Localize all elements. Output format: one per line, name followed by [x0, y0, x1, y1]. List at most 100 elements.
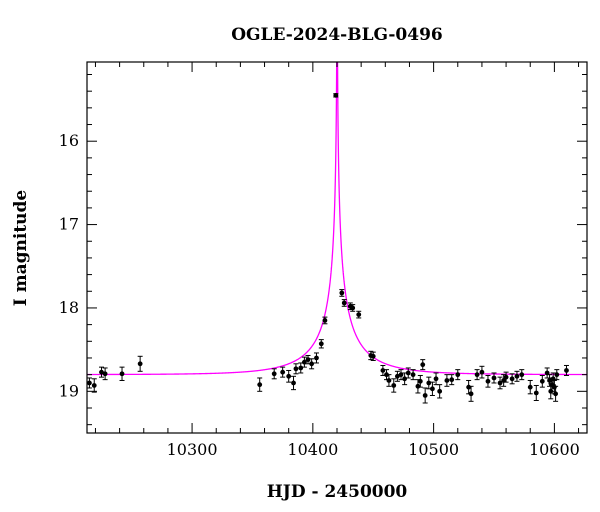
data-point: [544, 367, 550, 379]
point-marker: [87, 380, 92, 386]
x-tick-label: 10600: [529, 440, 580, 459]
data-points-layer: [86, 92, 569, 404]
data-point: [370, 351, 376, 361]
point-marker: [350, 305, 356, 311]
data-point: [86, 377, 92, 389]
point-marker: [474, 372, 480, 378]
point-marker: [391, 383, 397, 388]
y-tick-label: 18: [59, 298, 79, 317]
x-tick-label: 10400: [287, 440, 338, 459]
point-marker: [314, 355, 319, 361]
data-point: [98, 366, 104, 378]
point-marker: [271, 371, 277, 377]
data-point: [444, 374, 450, 387]
y-tick-label: 17: [59, 215, 79, 234]
data-point: [350, 304, 356, 312]
point-marker: [503, 374, 509, 380]
data-point: [286, 369, 292, 383]
data-point: [514, 370, 520, 382]
data-point: [405, 367, 411, 379]
point-marker: [380, 368, 386, 373]
data-point: [554, 369, 560, 381]
data-point: [356, 310, 362, 319]
data-point: [519, 369, 525, 381]
data-point: [539, 374, 545, 388]
data-point: [437, 384, 443, 399]
point-marker: [430, 386, 435, 392]
point-marker: [322, 318, 328, 323]
point-marker: [333, 92, 339, 98]
point-marker: [417, 378, 423, 384]
data-point: [298, 362, 304, 374]
point-marker: [410, 372, 416, 378]
point-marker: [298, 365, 304, 371]
data-point: [313, 352, 319, 364]
data-point: [322, 316, 328, 325]
data-point: [119, 366, 125, 381]
point-marker: [137, 361, 143, 367]
point-marker: [553, 391, 558, 397]
data-point: [420, 359, 426, 371]
point-marker: [547, 378, 552, 383]
chart-title: OGLE-2024-BLG-0496: [231, 25, 443, 45]
data-point: [339, 289, 345, 297]
point-marker: [466, 384, 472, 390]
point-marker: [318, 341, 324, 347]
data-point: [394, 370, 400, 382]
data-point: [410, 369, 416, 381]
data-point: [533, 384, 539, 401]
y-axis-label: I magnitude: [11, 190, 31, 307]
point-marker: [420, 362, 426, 368]
point-marker: [405, 370, 411, 376]
y-tick-label: 16: [59, 131, 79, 150]
point-marker: [485, 378, 491, 384]
point-marker: [519, 372, 525, 378]
data-point: [333, 92, 339, 98]
point-marker: [394, 373, 400, 379]
point-marker: [514, 373, 520, 379]
data-point: [553, 385, 559, 402]
point-marker: [426, 380, 432, 386]
point-marker: [539, 378, 545, 384]
model-curve-layer: [87, 62, 587, 376]
point-marker: [356, 312, 362, 318]
point-marker: [91, 383, 97, 388]
point-marker: [449, 377, 455, 383]
point-marker: [99, 369, 104, 375]
data-point: [417, 374, 423, 388]
data-point: [449, 374, 455, 386]
point-marker: [509, 376, 515, 382]
data-point: [503, 371, 509, 383]
data-point: [91, 378, 97, 393]
model-curve: [87, 62, 587, 376]
x-tick-label: 10300: [167, 440, 218, 459]
data-point: [491, 372, 497, 384]
point-marker: [422, 393, 428, 398]
data-point: [497, 376, 503, 390]
data-point: [102, 367, 108, 381]
point-marker: [479, 369, 485, 375]
data-point: [455, 369, 461, 381]
data-point: [547, 374, 553, 387]
point-marker: [554, 372, 560, 378]
point-marker: [119, 371, 125, 377]
point-marker: [386, 378, 392, 383]
point-marker: [468, 391, 474, 397]
point-marker: [415, 383, 421, 389]
point-marker: [280, 369, 286, 375]
data-point: [429, 381, 435, 396]
data-point: [422, 387, 428, 404]
point-marker: [305, 357, 311, 363]
point-marker: [533, 390, 539, 396]
y-tick-label: 19: [59, 381, 79, 400]
data-point: [309, 358, 315, 370]
data-point: [280, 366, 286, 378]
point-marker: [444, 378, 450, 383]
data-point: [426, 376, 432, 390]
point-marker: [437, 388, 443, 394]
data-point: [479, 365, 485, 379]
x-axis-label: HJD - 2450000: [267, 482, 408, 502]
data-point: [386, 374, 392, 387]
point-marker: [564, 368, 569, 373]
data-point: [527, 379, 533, 395]
